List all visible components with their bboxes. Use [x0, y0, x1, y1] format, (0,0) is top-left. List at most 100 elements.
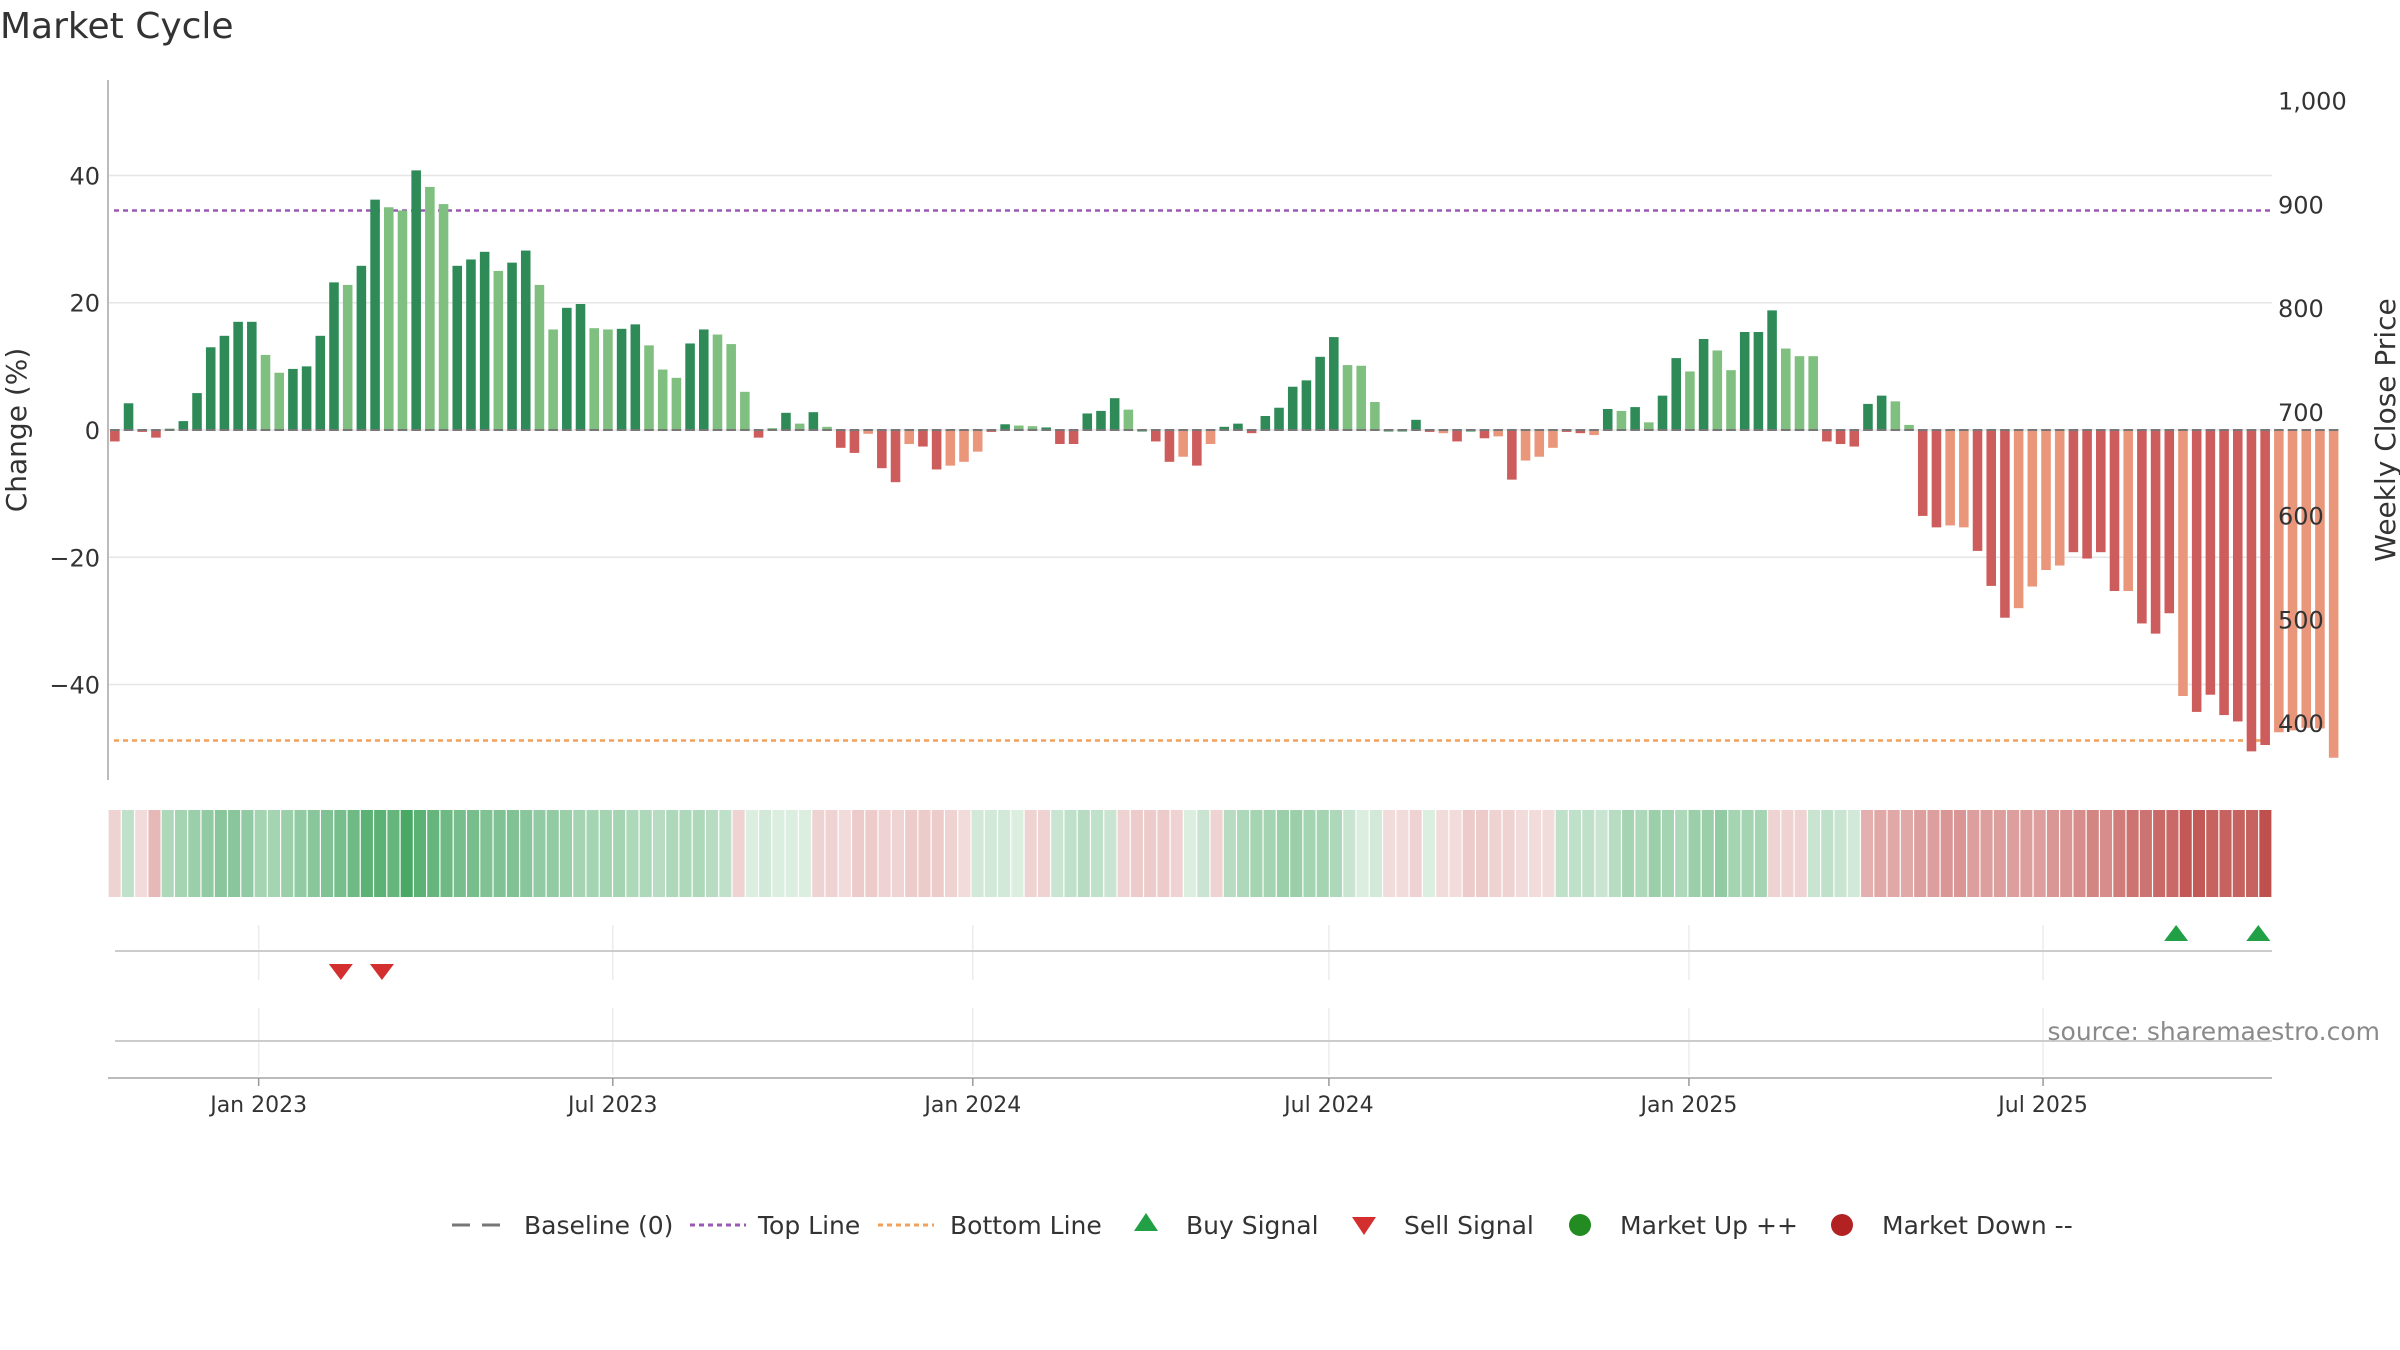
heat-cell: [1183, 810, 1197, 897]
heat-cell: [546, 810, 559, 897]
heat-cell: [613, 810, 626, 897]
heat-cell: [1051, 810, 1064, 897]
change-bar: [2013, 430, 2024, 609]
change-bar: [959, 430, 969, 462]
heat-cell: [798, 810, 812, 897]
change-bar: [2246, 430, 2257, 752]
change-bar: [247, 321, 257, 430]
y2-tick-label: 500: [2278, 606, 2324, 634]
heat-cell: [2033, 810, 2046, 897]
heat-cell: [1821, 810, 1834, 897]
x-tick-label: Jul 2023: [566, 1093, 658, 1118]
legend-item-buy: Buy Signal: [1134, 1211, 1319, 1240]
change-bar: [835, 430, 846, 448]
heat-cell: [1489, 810, 1502, 897]
change-bar: [657, 369, 668, 430]
heat-cell: [679, 810, 692, 897]
legend-label: Top Line: [757, 1211, 860, 1240]
signal-panel: [328, 925, 2271, 980]
heat-cell: [666, 810, 679, 897]
heat-cell: [1847, 810, 1860, 897]
y2-tick-label: 1,000: [2278, 88, 2347, 116]
heat-cell: [1290, 810, 1303, 897]
change-bar: [1246, 430, 1257, 434]
heat-cell: [1595, 810, 1608, 897]
change-bar: [849, 430, 860, 453]
heat-cell: [944, 810, 958, 897]
legend-market-down-icon: [1831, 1214, 1853, 1236]
change-bar: [1986, 430, 1997, 586]
legend-label: Buy Signal: [1186, 1211, 1319, 1240]
source-text: source: sharemaestro.com: [2048, 1017, 2381, 1046]
legend: Baseline (0) Top Line Bottom Line Buy Signa…: [452, 1211, 2073, 1240]
change-bar: [2109, 430, 2120, 591]
y-axis-ticks: 40 20 0 −20 −40: [49, 162, 100, 699]
heat-cell: [267, 810, 280, 897]
change-bar: [288, 368, 298, 430]
change-bar: [753, 430, 764, 438]
heat-cell: [812, 810, 825, 897]
change-bar: [493, 270, 504, 430]
axes: [107, 80, 2272, 1079]
heat-cell: [1396, 810, 1409, 897]
heat-cell: [1715, 810, 1728, 897]
heat-cell: [1887, 810, 1900, 897]
heat-cell: [852, 810, 865, 897]
change-bar: [1123, 409, 1134, 430]
heat-cell: [254, 810, 267, 897]
change-bar: [219, 335, 230, 430]
change-bar: [1534, 430, 1545, 457]
heat-cell: [108, 810, 121, 897]
change-bar: [411, 170, 421, 430]
change-bar: [1109, 398, 1120, 430]
heat-cell: [440, 810, 453, 897]
y-tick-label: −20: [49, 544, 100, 572]
heat-cell: [1728, 810, 1741, 897]
change-bar: [1150, 430, 1161, 442]
heat-cell: [241, 810, 254, 897]
change-bar: [2315, 430, 2325, 729]
change-bar: [1301, 380, 1312, 430]
change-bar: [1329, 337, 1339, 430]
change-bar: [1616, 410, 1627, 430]
heat-cell: [1515, 810, 1528, 897]
heat-cell: [148, 810, 161, 897]
heat-cell: [1476, 810, 1489, 897]
heat-cell: [1117, 810, 1130, 897]
heat-cell: [825, 810, 838, 897]
change-bar: [1630, 407, 1640, 430]
change-bar: [2328, 430, 2339, 758]
heat-cell: [706, 810, 719, 897]
heat-cell: [958, 810, 971, 897]
change-bar: [918, 430, 928, 447]
heat-cell: [1502, 810, 1515, 897]
heat-cell: [294, 810, 307, 897]
change-bar: [808, 412, 819, 430]
heat-cell: [1688, 810, 1701, 897]
heat-cell: [2232, 810, 2245, 897]
heat-cell: [413, 810, 427, 897]
heat-cell: [2139, 810, 2152, 897]
change-bar: [699, 329, 709, 430]
heat-cell: [971, 810, 984, 897]
heat-cell: [599, 810, 612, 897]
change-bar: [2274, 430, 2284, 733]
change-bar: [1644, 422, 1654, 430]
change-bar: [2137, 430, 2147, 624]
change-bar: [1274, 407, 1284, 430]
heat-cell: [905, 810, 918, 897]
heat-cell: [1144, 810, 1157, 897]
change-bar: [794, 423, 805, 430]
change-bar: [945, 430, 956, 466]
heat-cell: [1130, 810, 1143, 897]
heat-cell: [2153, 810, 2166, 897]
change-bar: [1082, 413, 1093, 430]
y2-tick-label: 600: [2278, 503, 2324, 531]
heat-cell: [639, 810, 652, 897]
change-bar: [2205, 430, 2216, 695]
sell-signal-marker: [369, 964, 394, 980]
change-bar: [1739, 332, 1750, 430]
heat-cell: [1303, 810, 1316, 897]
change-bar: [630, 324, 641, 430]
change-bar: [1767, 310, 1777, 430]
